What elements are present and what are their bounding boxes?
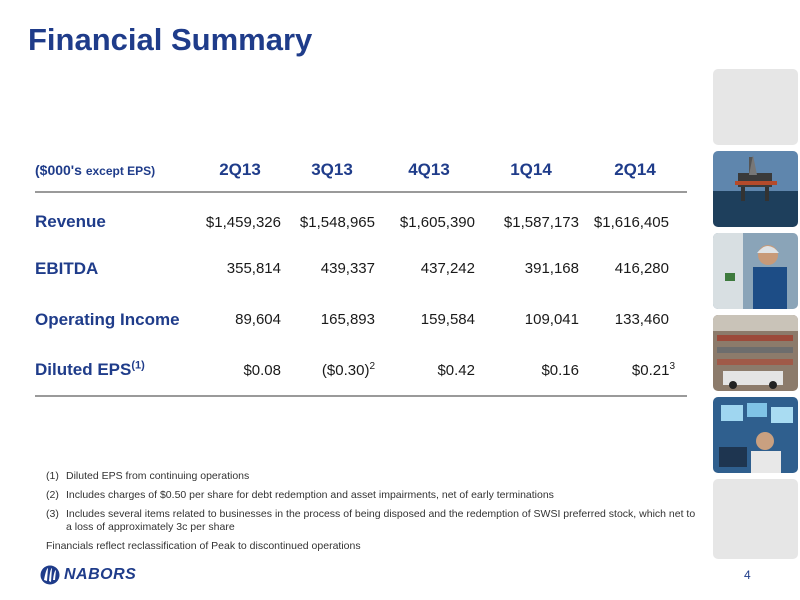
financial-summary-table: ($000's except EPS) 2Q13 3Q13 4Q13 1Q14 … [35, 148, 687, 397]
table-cell: 89,604 [235, 311, 281, 328]
period-header: 2Q13 [195, 148, 285, 193]
footnote: (2) Includes charges of $0.50 per share … [46, 489, 701, 502]
table-cell: $1,548,965 [299, 213, 375, 231]
row-label: Diluted EPS(1) [35, 345, 195, 397]
row-label: Revenue [35, 212, 106, 231]
table-row: EBITDA 355,814 439,337 437,242 391,168 4… [35, 243, 687, 294]
footnote-number: (1) [46, 470, 59, 482]
period-header: 1Q14 [479, 148, 583, 193]
period-header: 2Q14 [583, 148, 687, 193]
footnote-marker: 2 [369, 360, 375, 372]
worker-photo [713, 233, 798, 309]
offshore-rig-photo [713, 151, 798, 227]
footnote-text: Includes several items related to busine… [66, 508, 696, 533]
table-cell: $0.42 [379, 345, 479, 397]
footnote: (1) Diluted EPS from continuing operatio… [46, 470, 701, 483]
footnote-number: (3) [46, 508, 59, 520]
pipe-yard-photo [713, 315, 798, 391]
cell-value: ($0.30) [321, 361, 370, 379]
table-cell: 391,168 [524, 260, 579, 277]
table-header-row: ($000's except EPS) 2Q13 3Q13 4Q13 1Q14 … [35, 148, 687, 193]
table-cell: $0.08 [195, 345, 285, 397]
period-header: 3Q13 [285, 148, 379, 193]
footnote: (3) Includes several items related to bu… [46, 508, 701, 534]
footnote-number: (2) [46, 489, 59, 501]
table-cell: 159,584 [420, 311, 475, 328]
page-title: Financial Summary [28, 22, 313, 57]
footnote-marker: (1) [131, 359, 145, 372]
table-cell: 437,242 [420, 260, 475, 277]
table-cell: 416,280 [614, 260, 669, 277]
table-row: Diluted EPS(1) $0.08 ($0.30)2 $0.42 $0.1… [35, 345, 687, 397]
table-cell: $0.213 [583, 345, 687, 397]
period-header: 4Q13 [379, 148, 479, 193]
row-label: EBITDA [35, 258, 99, 278]
table-cell: $1,587,173 [503, 213, 579, 231]
table-cell: $1,616,405 [593, 213, 669, 231]
footnote-text: Includes charges of $0.50 per share for … [66, 489, 554, 501]
blank-tile [713, 479, 798, 559]
row-label: Operating Income [35, 309, 180, 329]
table-cell: 109,041 [524, 311, 579, 328]
row-label-text: Diluted EPS [35, 360, 132, 379]
table-cell: 355,814 [226, 260, 281, 277]
footnotes: (1) Diluted EPS from continuing operatio… [46, 470, 701, 553]
footnote-plain: Financials reflect reclassification of P… [46, 540, 361, 552]
cell-value: $0.21 [631, 361, 670, 379]
table-cell: $0.16 [479, 345, 583, 397]
table-row: Revenue $1,459,326 $1,548,965 $1,605,390… [35, 192, 687, 243]
table-cell: 165,893 [320, 311, 375, 328]
nabors-logo: NABORS [40, 564, 136, 586]
footnote-text: Diluted EPS from continuing operations [66, 470, 250, 482]
units-label: ($000's [35, 161, 82, 178]
control-room-photo [713, 397, 798, 473]
units-note: except EPS) [85, 163, 156, 178]
logo-text: NABORS [64, 566, 137, 583]
table-cell: 133,460 [614, 311, 669, 328]
table-cell: $1,459,326 [205, 213, 281, 231]
blank-tile [713, 69, 798, 145]
table-row: Operating Income 89,604 165,893 159,584 … [35, 294, 687, 345]
table-cell: 439,337 [320, 260, 375, 277]
page-number: 4 [744, 568, 751, 582]
table-cell: ($0.30)2 [285, 345, 379, 397]
units-header: ($000's except EPS) [35, 148, 195, 193]
nabors-logo-icon [40, 565, 60, 585]
table-cell: $1,605,390 [399, 213, 475, 231]
footnote-marker: 3 [669, 360, 675, 372]
